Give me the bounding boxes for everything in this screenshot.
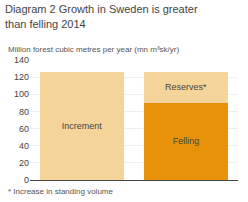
svg-text:Increment: Increment <box>62 121 103 131</box>
svg-text:Reserves*: Reserves* <box>165 82 207 92</box>
svg-text:100: 100 <box>14 89 29 99</box>
svg-text:120: 120 <box>14 72 29 82</box>
svg-text:140: 140 <box>14 55 29 65</box>
svg-text:80: 80 <box>19 107 29 117</box>
svg-text:Diagram 2 Growth in Sweden is: Diagram 2 Growth in Sweden is greatertha… <box>5 3 198 29</box>
svg-text:60: 60 <box>19 124 29 134</box>
svg-text:Felling: Felling <box>173 136 200 146</box>
svg-text:0: 0 <box>24 175 29 185</box>
svg-text:40: 40 <box>19 141 29 151</box>
svg-text:20: 20 <box>19 158 29 168</box>
svg-text:* Increase in standing volume: * Increase in standing volume <box>8 187 114 196</box>
svg-text:Million forest cubic metres pe: Million forest cubic metres per year (mn… <box>8 45 179 54</box>
